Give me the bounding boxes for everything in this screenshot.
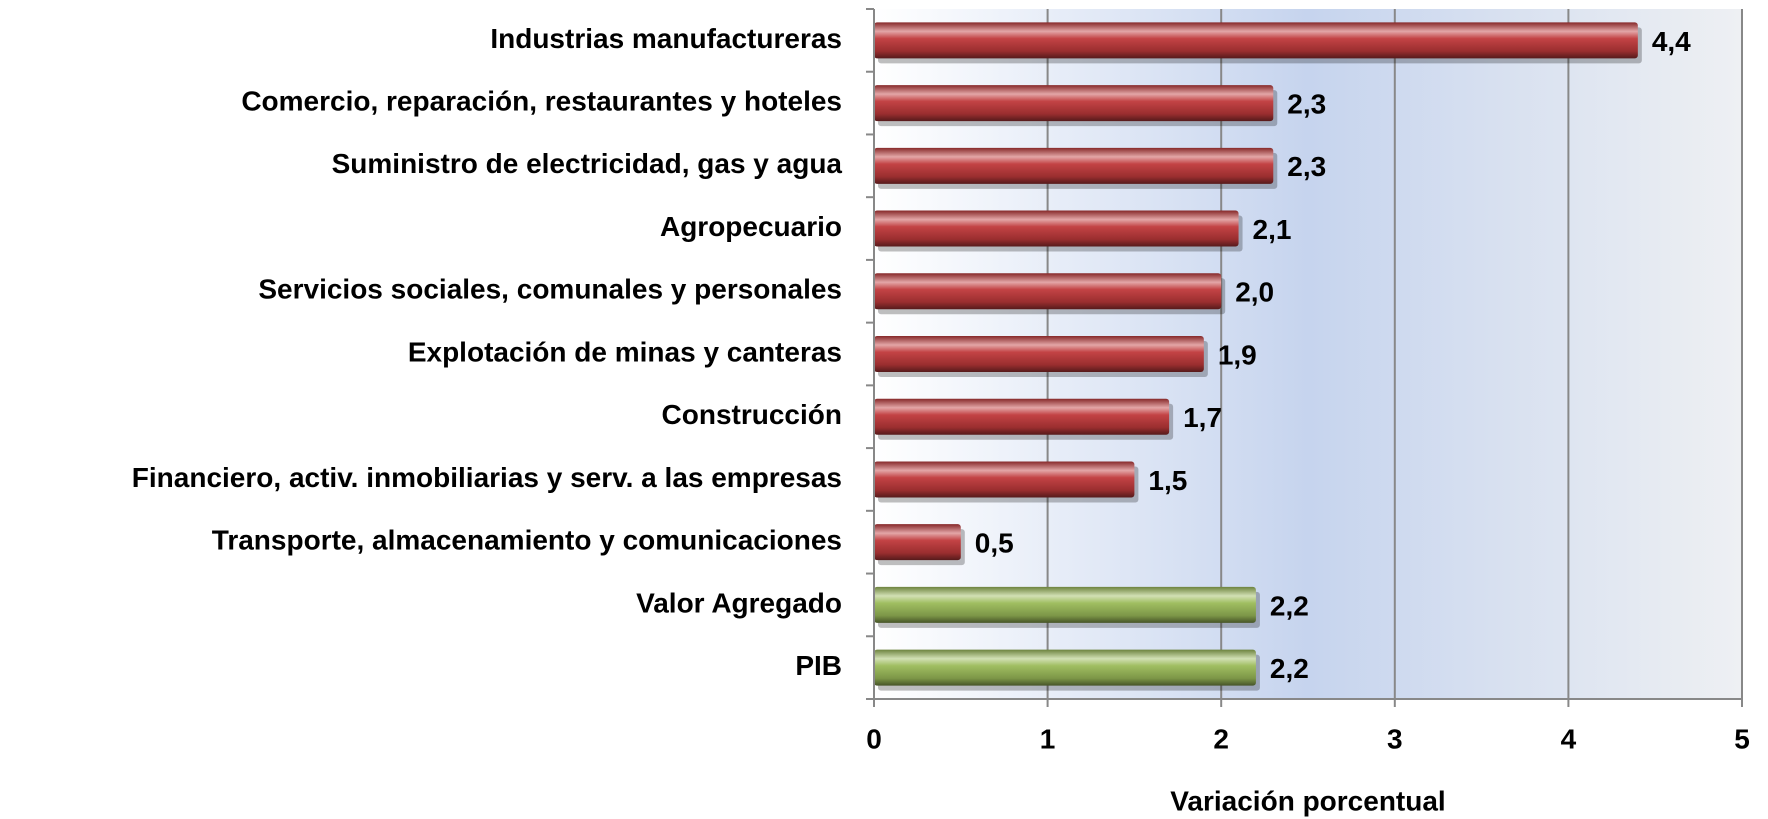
x-tick-label: 1 — [1040, 723, 1056, 754]
bar — [874, 524, 961, 561]
y-tick-label: Suministro de electricidad, gas y agua — [332, 148, 843, 179]
y-tick-label: Comercio, reparación, restaurantes y hot… — [241, 85, 842, 116]
x-axis-title: Variación porcentual — [1170, 785, 1445, 816]
bar — [874, 273, 1222, 310]
data-label: 1,5 — [1148, 465, 1187, 496]
bar — [874, 210, 1239, 247]
y-tick-label: Agropecuario — [660, 211, 842, 242]
bar — [874, 336, 1204, 372]
data-label: 2,0 — [1235, 277, 1274, 308]
y-tick-label: Servicios sociales, comunales y personal… — [258, 274, 842, 305]
data-label: 1,9 — [1218, 339, 1257, 370]
y-tick-label: Valor Agregado — [636, 587, 842, 618]
data-label: 2,3 — [1287, 151, 1326, 182]
x-tick-label: 2 — [1213, 723, 1229, 754]
data-label: 0,5 — [975, 528, 1014, 559]
bar — [874, 649, 1256, 686]
y-tick-label: Transporte, almacenamiento y comunicacio… — [212, 525, 842, 556]
data-label: 2,3 — [1287, 88, 1326, 119]
y-tick-label: Explotación de minas y canteras — [408, 336, 842, 367]
x-tick-label: 5 — [1734, 723, 1750, 754]
x-tick-label: 4 — [1561, 723, 1577, 754]
data-label: 1,7 — [1183, 402, 1222, 433]
bar — [874, 147, 1274, 184]
y-tick-label: PIB — [795, 650, 842, 681]
bar — [874, 398, 1170, 435]
bars — [874, 22, 1642, 691]
data-label: 2,1 — [1253, 214, 1292, 245]
bar — [874, 85, 1274, 122]
y-tick-label: Financiero, activ. inmobiliarias y serv.… — [132, 462, 842, 493]
data-label: 2,2 — [1270, 653, 1309, 684]
y-tick-label: Construcción — [662, 399, 842, 430]
x-tick-label: 0 — [866, 723, 882, 754]
data-label: 4,4 — [1652, 26, 1691, 57]
bar — [874, 586, 1256, 623]
bar — [874, 22, 1638, 59]
data-label: 2,2 — [1270, 590, 1309, 621]
x-tick-label: 3 — [1387, 723, 1403, 754]
bar — [874, 461, 1135, 498]
y-tick-label: Industrias manufactureras — [490, 23, 842, 54]
